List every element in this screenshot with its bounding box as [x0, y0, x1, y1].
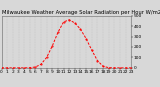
Text: Milwaukee Weather Average Solar Radiation per Hour W/m2 (Last 24 Hours): Milwaukee Weather Average Solar Radiatio… — [2, 10, 160, 15]
